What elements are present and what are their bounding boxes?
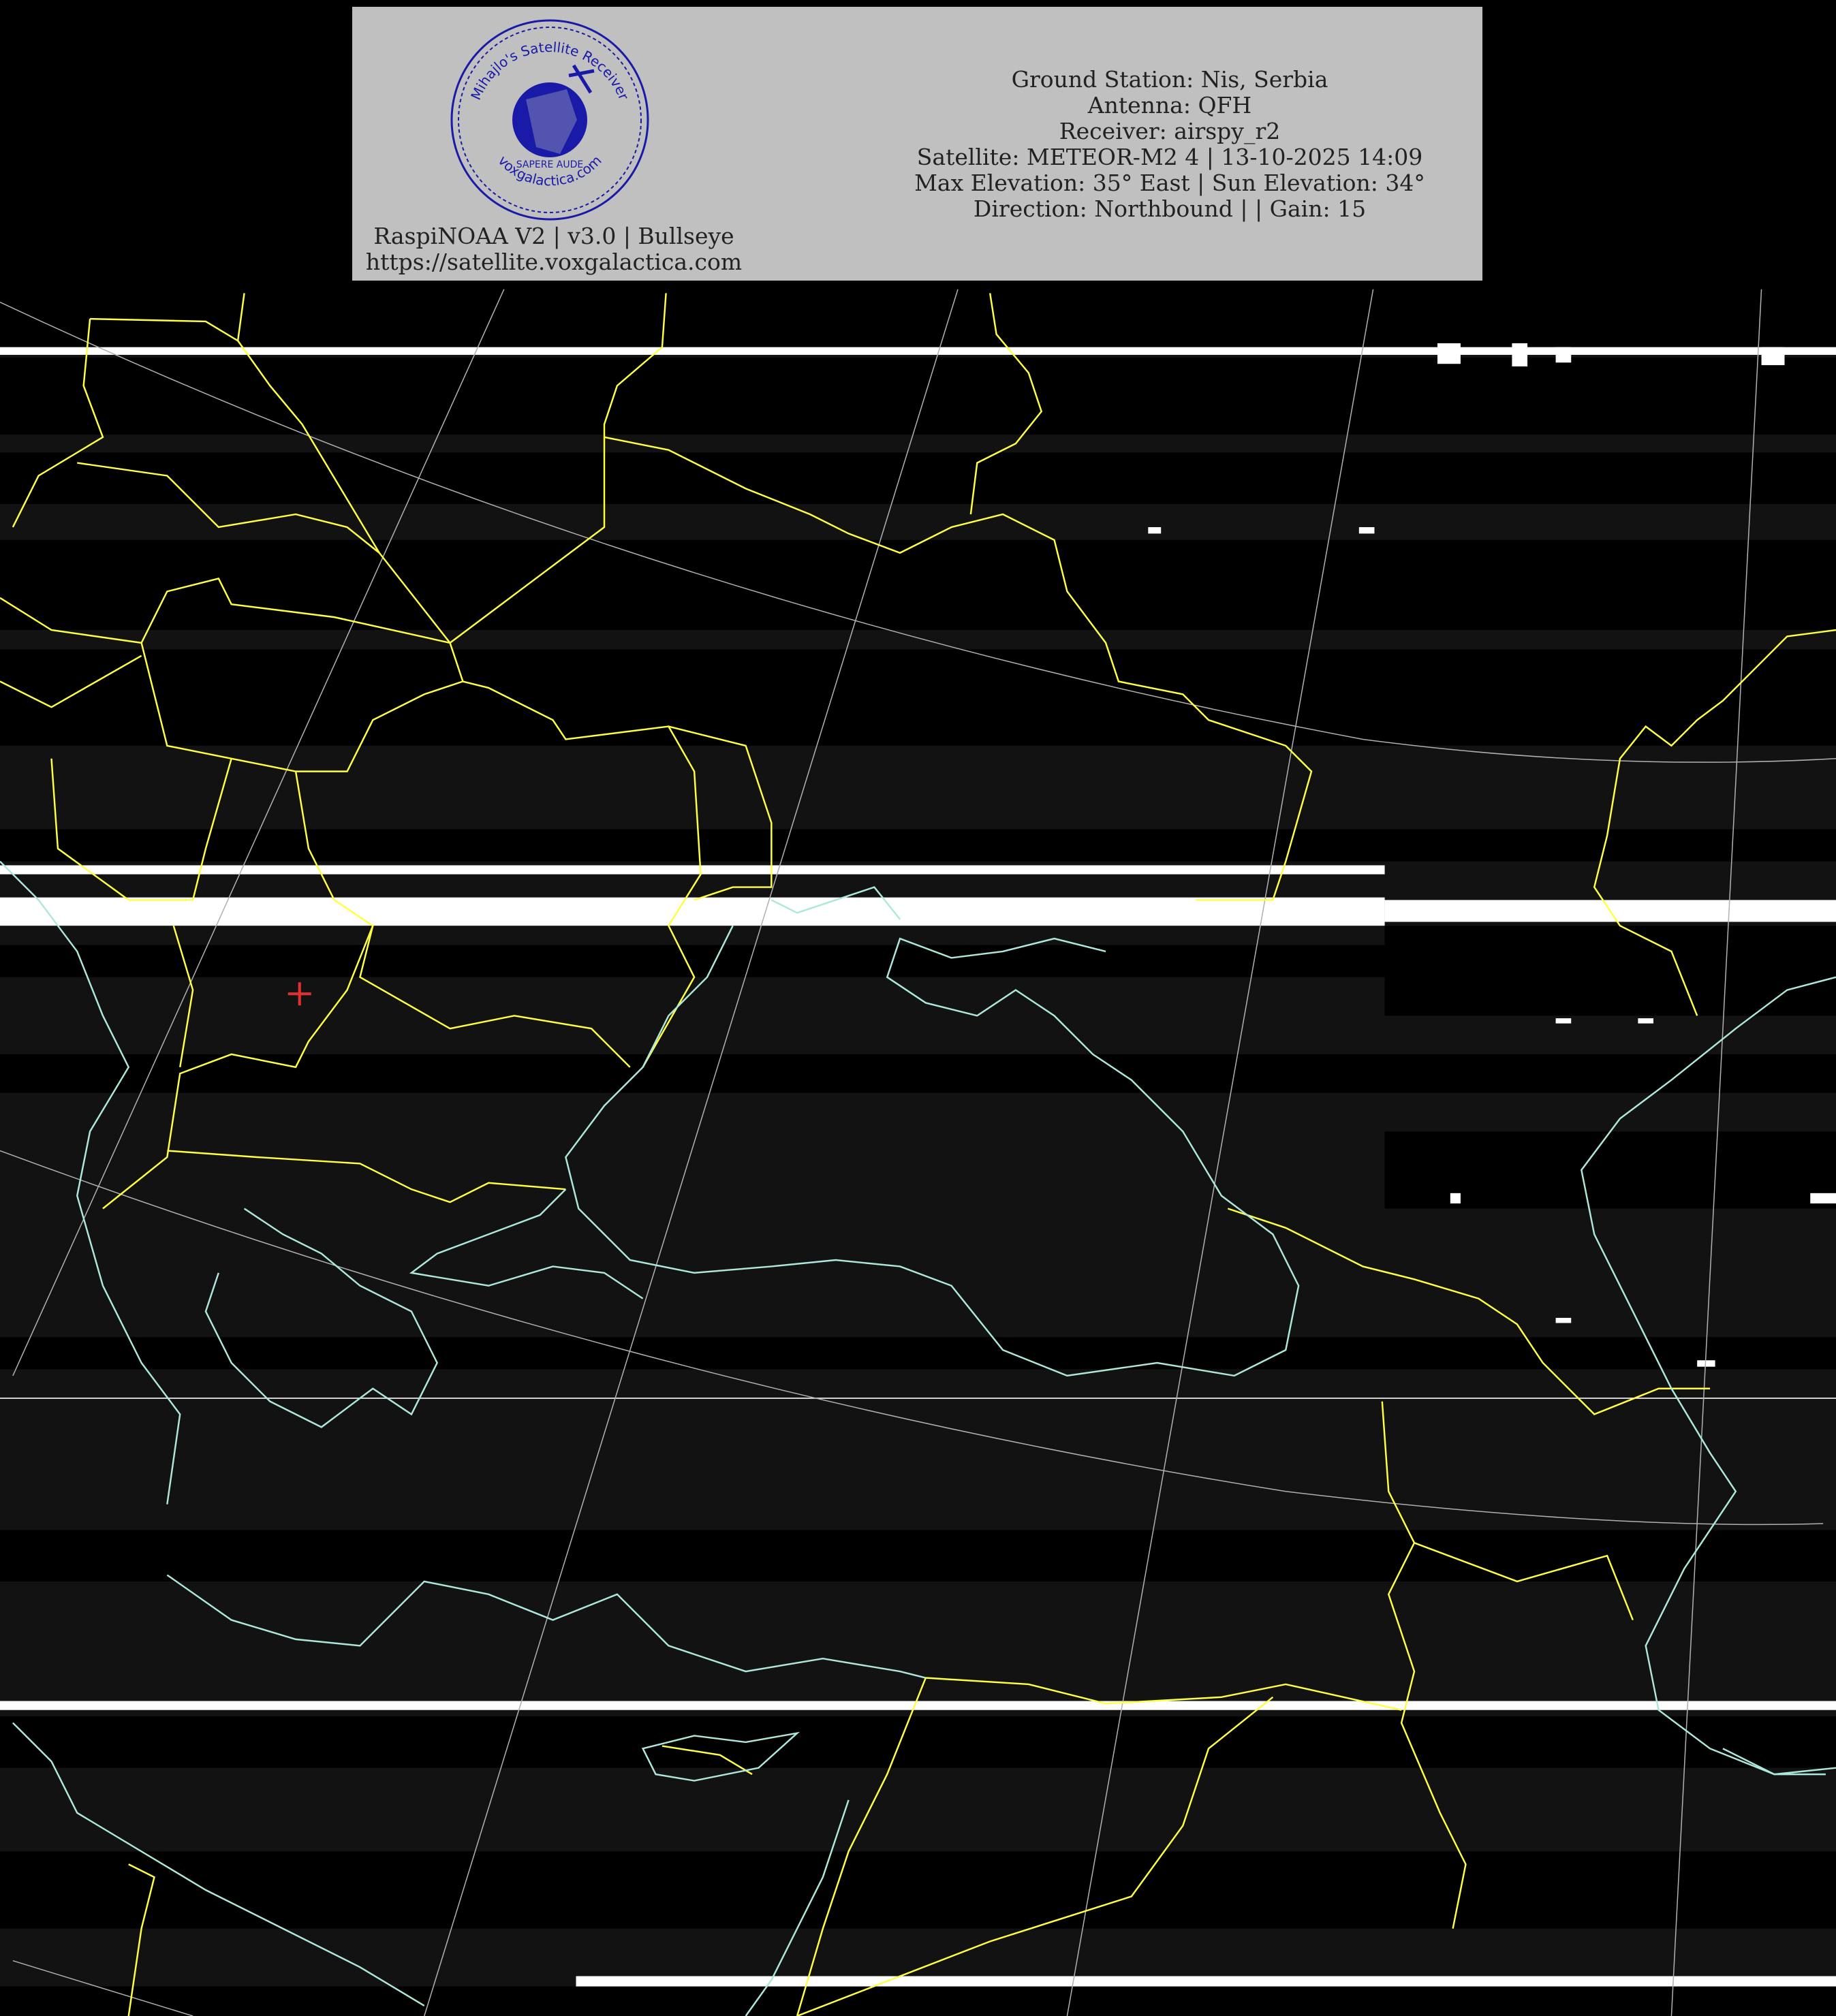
svg-text:SAPERE AUDE: SAPERE AUDE	[516, 159, 584, 170]
country-borders	[0, 293, 1836, 2016]
ground-station: Ground Station: Nis, Serbia	[1011, 66, 1328, 93]
lat-lon-grid	[0, 289, 1836, 2016]
software-footer: RaspiNOAA V2 | v3.0 | Bullseye https://s…	[352, 223, 756, 275]
noise-stripes	[0, 343, 1836, 1987]
software-version: RaspiNOAA V2 | v3.0 | Bullseye	[373, 223, 734, 249]
voxgalactica-logo: Mihajlo's Satellite Receiver voxgalactic…	[450, 19, 649, 221]
plus-icon	[287, 982, 311, 1006]
pass-info: Ground Station: Nis, Serbia Antenna: QFH…	[829, 67, 1510, 222]
svg-text:voxgalactica.com: voxgalactica.com	[495, 152, 604, 189]
globe-icon	[512, 82, 587, 157]
antenna: Antenna: QFH	[1087, 92, 1252, 119]
direction-gain: Direction: Northbound | | Gain: 15	[973, 195, 1367, 222]
satellite-icon	[568, 64, 595, 94]
coastlines	[0, 860, 1836, 2016]
elevation: Max Elevation: 35° East | Sun Elevation:…	[914, 170, 1425, 196]
ground-station-marker	[287, 982, 311, 1006]
pass-info-header: Mihajlo's Satellite Receiver voxgalactic…	[352, 7, 1482, 281]
satellite-datetime: Satellite: METEOR-M2 4 | 13-10-2025 14:0…	[916, 144, 1423, 170]
receiver: Receiver: airspy_r2	[1059, 118, 1281, 144]
website-url: https://satellite.voxgalactica.com	[365, 249, 743, 275]
